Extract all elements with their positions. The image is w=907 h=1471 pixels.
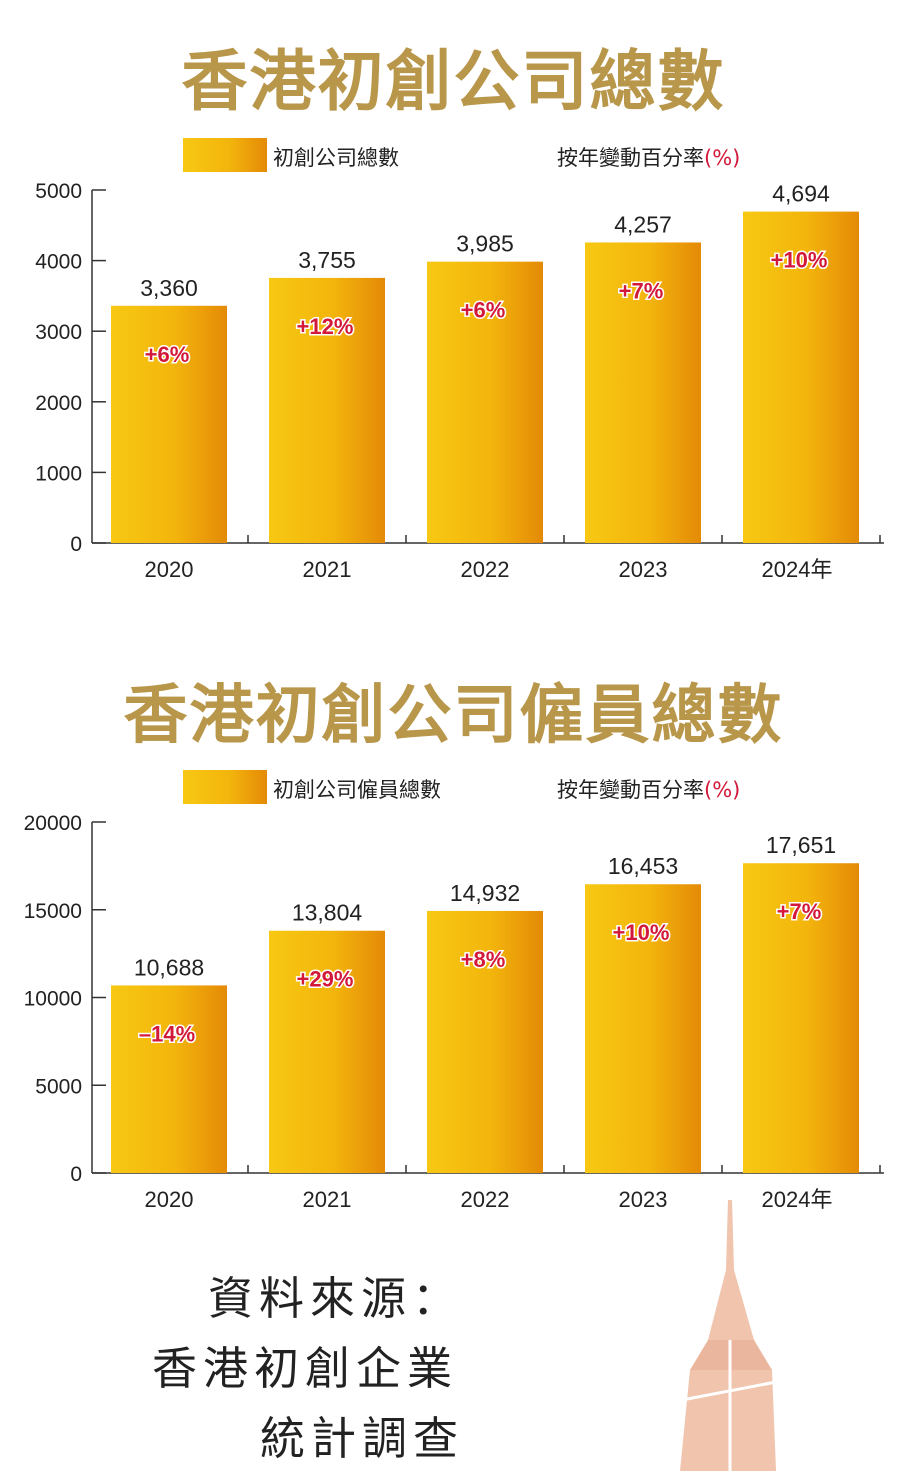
y-tick-label: 1000	[35, 462, 82, 485]
bar-2022	[427, 261, 543, 543]
category-label: 2020	[145, 557, 194, 582]
change-label: +10%	[613, 920, 670, 945]
change-label: +7%	[777, 899, 822, 924]
legend-swatch	[183, 138, 267, 172]
value-label: 4,257	[614, 211, 672, 237]
source-line-1: 資料來源：	[208, 1272, 464, 1325]
chart-title: 香港初創公司總數	[181, 43, 726, 120]
bar-2021	[269, 277, 385, 543]
legend-change-label: 按年變動百分率(%)	[557, 142, 740, 172]
legend-unit: (%)	[704, 146, 741, 170]
value-label: 3,755	[298, 247, 356, 273]
value-label: 14,932	[450, 880, 520, 906]
category-label: 2024年	[762, 557, 833, 582]
y-tick-label: 10000	[24, 988, 82, 1011]
value-label: 3,360	[140, 275, 198, 301]
legend-change-text: 按年變動百分率	[557, 146, 704, 170]
bar-2020	[111, 305, 227, 543]
value-label: 4,694	[772, 181, 830, 207]
legend-unit: (%)	[704, 778, 741, 802]
category-label: 2022	[461, 1187, 510, 1212]
legend-change-text: 按年變動百分率	[557, 778, 704, 802]
chart-panel-employees: 香港初創公司僱員總數 初創公司僱員總數 按年變動百分率(%) 0 5000 1000…	[0, 640, 907, 1230]
y-tick-label: 20000	[24, 812, 82, 835]
bar-chart-employees: 0 5000 10000 15000 20000 10,688 –14% 2020 13,804…	[24, 812, 884, 1212]
change-label: +29%	[297, 967, 354, 992]
legend-series-label: 初創公司總數	[273, 146, 399, 170]
legend-series-label: 初創公司僱員總數	[273, 778, 441, 802]
change-label: +10%	[771, 248, 828, 273]
value-label: 16,453	[608, 853, 678, 879]
bar-2022	[427, 910, 543, 1173]
y-tick-label: 15000	[24, 900, 82, 923]
legend-swatch	[183, 770, 267, 804]
change-label: +7%	[619, 278, 664, 303]
chart-panel-startups: 香港初創公司總數 初創公司總數 按年變動百分率(%) 0 1000 2000 3000…	[0, 0, 907, 600]
change-label: –14%	[139, 1021, 195, 1046]
bar-2024年	[743, 863, 859, 1173]
category-label: 2021	[303, 557, 352, 582]
change-label: +6%	[461, 298, 506, 323]
bar-2023	[585, 242, 701, 543]
value-label: 3,985	[456, 231, 514, 257]
bar-2023	[585, 884, 701, 1173]
change-label: +12%	[297, 314, 354, 339]
category-label: 2020	[145, 1187, 194, 1212]
y-tick-label: 3000	[35, 321, 82, 344]
category-label: 2023	[619, 1187, 668, 1212]
bar-chart-startups: 0 1000 2000 3000 4000 5000 3,360 +6% 2020 3,755 +1…	[35, 180, 884, 582]
category-label: 2021	[303, 1187, 352, 1212]
value-label: 17,651	[766, 832, 836, 858]
y-tick-label: 4000	[35, 251, 82, 274]
source-line-2: 香港初創企業	[152, 1342, 459, 1395]
bar-2020	[111, 985, 227, 1173]
y-tick-label: 0	[70, 533, 82, 556]
change-label: +6%	[145, 342, 190, 367]
change-label: +8%	[461, 947, 506, 972]
legend-change-label: 按年變動百分率(%)	[557, 774, 740, 804]
value-label: 13,804	[292, 900, 363, 926]
bar-2024年	[743, 211, 859, 543]
value-label: 10,688	[134, 954, 204, 980]
building-tower-icon	[680, 1200, 777, 1471]
y-tick-label: 5000	[35, 180, 82, 203]
y-tick-label: 5000	[35, 1075, 82, 1098]
y-tick-label: 0	[70, 1163, 82, 1186]
source-line-3: 統計調查	[260, 1412, 465, 1465]
y-tick-label: 2000	[35, 392, 82, 415]
chart-title: 香港初創公司僱員總數	[123, 679, 784, 753]
category-label: 2022	[461, 557, 510, 582]
category-label: 2024年	[762, 1187, 833, 1212]
bar-2021	[269, 930, 385, 1173]
category-label: 2023	[619, 557, 668, 582]
